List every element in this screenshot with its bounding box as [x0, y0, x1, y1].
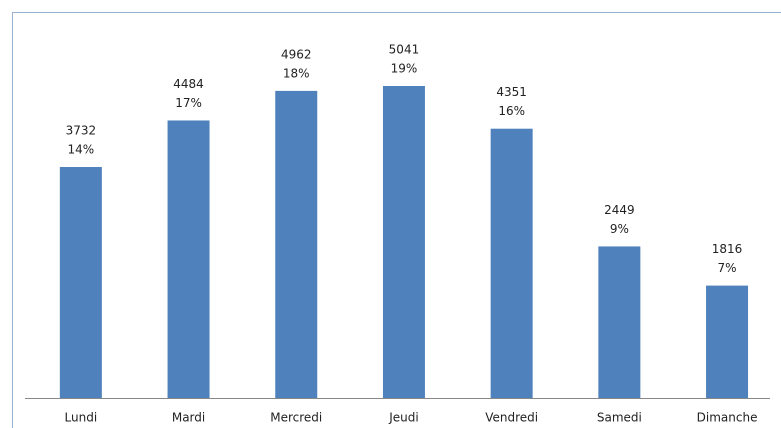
bar: [275, 90, 318, 399]
x-tick-label: Jeudi: [388, 411, 418, 425]
percent-label: 7%: [718, 261, 737, 275]
percent-label: 16%: [498, 104, 525, 118]
x-tick-label: Mercredi: [270, 411, 322, 425]
percent-label: 9%: [610, 222, 629, 236]
bar: [706, 285, 749, 398]
percent-label: 18%: [283, 66, 310, 80]
percent-label: 17%: [175, 96, 202, 110]
bar: [59, 167, 102, 398]
value-label: 2449: [604, 203, 635, 217]
x-tick-label: Lundi: [65, 411, 98, 425]
percent-label: 19%: [391, 62, 418, 76]
bar: [167, 120, 210, 398]
value-label: 4484: [173, 77, 204, 91]
x-tick-label: Mardi: [172, 411, 205, 425]
x-tick-label: Vendredi: [485, 411, 538, 425]
value-label: 5041: [389, 43, 420, 57]
value-label: 4351: [496, 85, 527, 99]
x-tick-label: Samedi: [597, 411, 642, 425]
value-label: 1816: [712, 242, 743, 256]
bar: [490, 128, 533, 398]
bar: [598, 246, 641, 398]
x-tick-label: Dimanche: [697, 411, 758, 425]
value-label: 4962: [281, 47, 312, 61]
percent-label: 14%: [68, 143, 95, 157]
bar: [382, 86, 425, 398]
value-label: 3732: [66, 124, 97, 138]
